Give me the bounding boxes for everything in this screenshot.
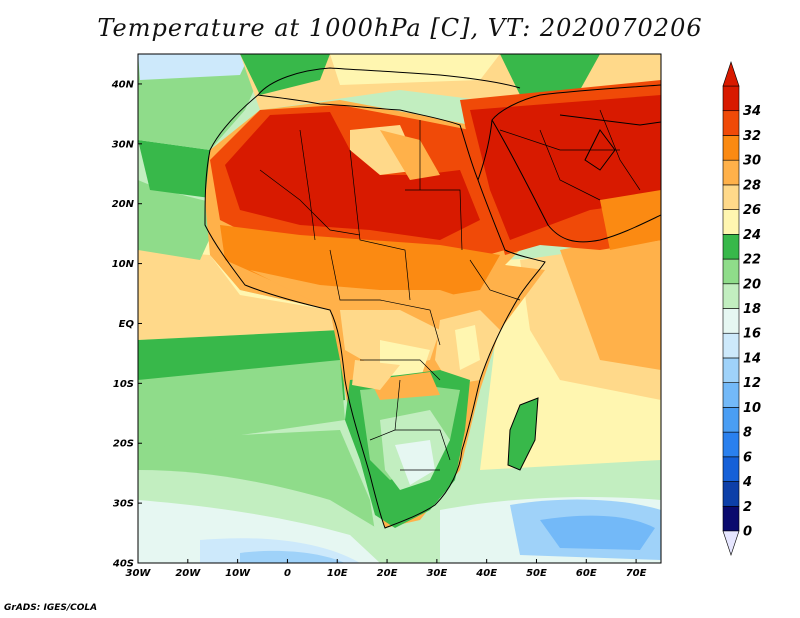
colorbar-label: 8 [743, 426, 752, 441]
colorbar-swatch [722, 456, 740, 482]
lat-label: 20N [112, 199, 135, 210]
lon-label: 10W [225, 568, 251, 579]
colorbar-swatch [722, 431, 740, 458]
colorbar-swatch [722, 308, 740, 334]
temperature-field [138, 54, 661, 563]
map-frame [137, 53, 662, 564]
colorbar-label: 28 [743, 178, 761, 193]
colorbar-label: 0 [743, 525, 752, 540]
lat-label: 10N [112, 259, 135, 270]
lon-label: 70E [626, 568, 647, 579]
longitude-axis: 30W 20W 10W 0 10E 20E 30E 40E 50E 60E 70E [126, 559, 647, 579]
lon-label: 10E [327, 568, 348, 579]
country-borders [259, 109, 641, 471]
colorbar-label: 10 [743, 401, 761, 416]
colorbar-label: 18 [743, 302, 761, 317]
lat-label: 40S [112, 559, 134, 570]
colorbar-swatch [722, 110, 740, 136]
lon-label: 40E [475, 568, 497, 579]
lat-label: 40N [111, 79, 135, 90]
lat-label: 20S [113, 439, 134, 450]
colorbar-swatch [722, 184, 740, 210]
lat-label: 10S [113, 379, 134, 390]
lat-label: EQ [119, 319, 135, 330]
credit-label: GrADS: IGES/COLA [4, 603, 98, 613]
colorbar-swatch [722, 159, 740, 186]
colorbar-swatch [722, 357, 740, 383]
lon-label: 0 [284, 568, 291, 579]
colorbar-label: 20 [743, 277, 761, 292]
lon-label: 20W [175, 568, 201, 579]
colorbar-label: 24 [743, 228, 761, 243]
colorbar-swatch [722, 407, 740, 433]
lat-label: 30N [112, 139, 135, 150]
lat-label: 30S [113, 499, 134, 510]
colorbar-swatch [722, 135, 740, 161]
lon-label: 20E [377, 568, 398, 579]
colorbar-label: 6 [743, 450, 752, 465]
colorbar-swatch [722, 258, 740, 285]
colorbar-label: 34 [743, 104, 761, 119]
colorbar-swatch [722, 283, 740, 309]
colorbar-label: 26 [743, 203, 761, 218]
lon-label: 60E [576, 568, 597, 579]
colorbar-label: 2 [743, 500, 752, 515]
lon-label: 50E [526, 568, 547, 579]
colorbar-swatch [722, 209, 740, 235]
colorbar-label: 16 [743, 327, 761, 342]
colorbar-swatch [722, 85, 740, 112]
plot-title: Temperature at 1000hPa [C], VT: 20200702… [97, 14, 703, 42]
colorbar-label: 22 [743, 253, 761, 268]
colorbar-swatch [722, 505, 740, 532]
colorbar-overflow-arrow [722, 61, 740, 87]
colorbar-swatch [722, 481, 740, 507]
colorbar-swatch [722, 234, 740, 260]
colorbar-label: 14 [743, 351, 761, 366]
colorbar-swatch [722, 332, 740, 359]
colorbar-swatch [722, 382, 740, 408]
latitude-axis: 40N 30N 20N 10N EQ 10S 20S 30S 40S [111, 79, 142, 570]
colorbar-underflow-arrow [722, 530, 740, 556]
colorbar-label: 32 [743, 129, 761, 144]
lon-label: 30E [426, 568, 447, 579]
colorbar-label: 4 [742, 475, 752, 490]
lon-label: 30W [126, 568, 152, 579]
colorbar-label: 12 [743, 376, 761, 391]
colorbar-label: 30 [743, 154, 761, 169]
